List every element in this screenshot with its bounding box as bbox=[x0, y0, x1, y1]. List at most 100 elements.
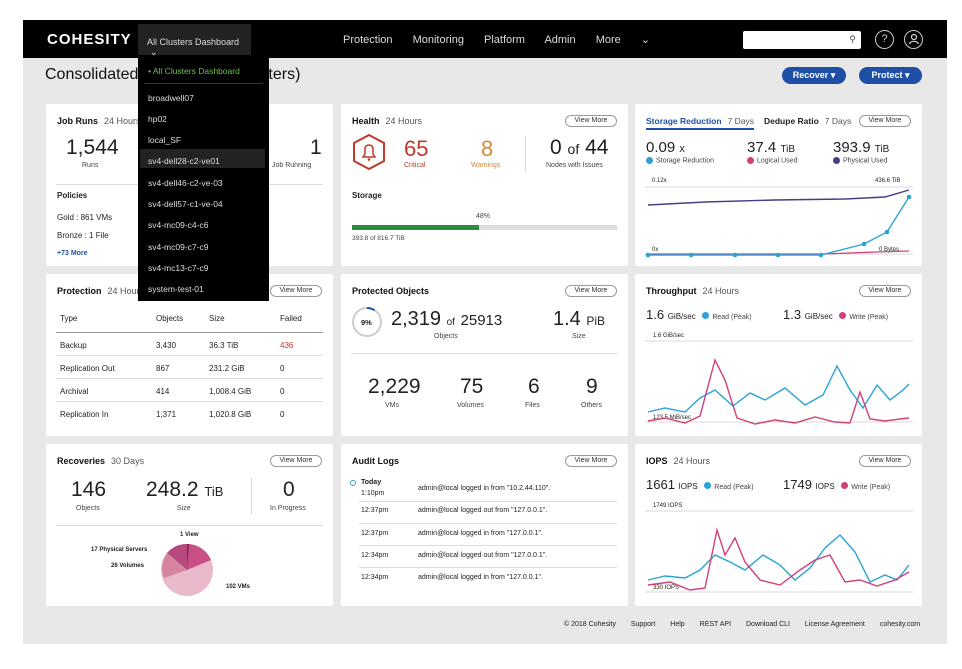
storage-view-more-button[interactable]: View More bbox=[859, 115, 911, 127]
dropdown-item-cluster[interactable]: sv4-dell28-c2-ve01 bbox=[148, 156, 220, 166]
active-tab-underline bbox=[646, 128, 754, 130]
nav-monitoring[interactable]: Monitoring bbox=[412, 34, 464, 46]
nav-platform[interactable]: Platform bbox=[484, 34, 525, 46]
tab-storage-reduction[interactable]: Storage Reduction 7 Days bbox=[646, 116, 755, 126]
nav-admin[interactable]: Admin bbox=[544, 34, 576, 46]
cluster-selector[interactable]: All Clusters Dashboard ⌄ bbox=[138, 24, 251, 57]
page-title-suffix: sters) bbox=[260, 66, 301, 83]
footer-help-link[interactable]: Help bbox=[670, 621, 685, 628]
footer-website-link[interactable]: cohesity.com bbox=[879, 621, 921, 628]
throughput-chart bbox=[645, 340, 913, 425]
iops-view-more-button[interactable]: View More bbox=[859, 455, 911, 467]
policies-more-link[interactable]: +73 More bbox=[57, 250, 88, 257]
vms-label: VMs bbox=[385, 402, 399, 409]
dropdown-item-cluster[interactable]: sv4-dell46-c2-ve-03 bbox=[148, 178, 223, 188]
user-avatar-icon[interactable] bbox=[904, 30, 923, 49]
audit-time: 12:37pm bbox=[361, 530, 389, 537]
dropdown-item-cluster[interactable]: system-test-01 bbox=[148, 284, 204, 294]
protection-header-failed: Failed bbox=[280, 314, 302, 323]
divider bbox=[56, 401, 323, 402]
footer-download-cli-link[interactable]: Download CLI bbox=[746, 621, 790, 628]
nav-protection[interactable]: Protection bbox=[343, 34, 393, 46]
divider bbox=[251, 478, 252, 514]
throughput-view-more-button[interactable]: View More bbox=[859, 285, 911, 297]
iops-top-label: 1749 IOPS bbox=[653, 503, 683, 509]
nodes-issues-count: 0 of 44 bbox=[550, 136, 609, 159]
protected-objects-count: 2,319 of 25913 bbox=[391, 308, 503, 330]
vms-count: 2,229 bbox=[368, 375, 421, 398]
protected-size-value: 1.4 PiB bbox=[553, 308, 606, 330]
job-running-count: 1 bbox=[310, 136, 322, 159]
protect-button[interactable]: Protect ▾ bbox=[859, 67, 922, 84]
protection-row-failed: 0 bbox=[280, 410, 285, 419]
physical-used-value: 393.9 TiB bbox=[833, 139, 890, 156]
audit-logs-card: Audit Logs View More Today 1:10pm admin@… bbox=[341, 444, 628, 606]
storage-progress-fill bbox=[352, 225, 480, 230]
recover-button[interactable]: Recover ▾ bbox=[782, 67, 846, 84]
nav-more-label: More bbox=[595, 34, 621, 46]
volumes-label: Volumes bbox=[457, 402, 484, 409]
dropdown-item-cluster[interactable]: sv4-mc13-c7-c9 bbox=[148, 263, 209, 273]
logical-used-value: 37.4 TiB bbox=[747, 139, 796, 156]
protection-row-type: Replication In bbox=[60, 410, 109, 419]
recover-label: Recover bbox=[792, 70, 829, 80]
dropdown-item-cluster[interactable]: sv4-dell57-c1-ve-04 bbox=[148, 199, 223, 209]
warnings-label: Warnings bbox=[471, 162, 501, 169]
tab-dedupe-ratio[interactable]: Dedupe Ratio 7 Days bbox=[764, 116, 852, 126]
protection-row-failed: 0 bbox=[280, 364, 285, 373]
runs-count: 1,544 bbox=[66, 136, 119, 159]
audit-time: 12:37pm bbox=[361, 507, 389, 514]
recoveries-title: Recoveries 30 Days bbox=[57, 456, 145, 466]
help-icon[interactable]: ? bbox=[875, 30, 894, 49]
cohesity-logo[interactable]: COHESITY bbox=[47, 31, 132, 48]
protection-view-more-button[interactable]: View More bbox=[270, 285, 322, 297]
audit-time: 1:10pm bbox=[361, 490, 385, 497]
dropdown-item-cluster[interactable]: sv4-mc09-c4-c6 bbox=[148, 220, 209, 230]
audit-message: admin@local logged in from "127.0.0.1". bbox=[418, 574, 543, 581]
chart-top-right-label: 436.6 TiB bbox=[875, 178, 901, 184]
protection-row-size: 1,020.8 GiB bbox=[209, 410, 252, 419]
page-title: Consolidated sters) bbox=[45, 66, 300, 84]
protected-objects-label: Objects bbox=[434, 333, 458, 340]
storage-reduction-value: 0.09 x bbox=[646, 139, 685, 156]
search-input[interactable]: ⚲ bbox=[743, 31, 861, 49]
audit-today-label: Today bbox=[361, 479, 382, 486]
divider bbox=[359, 567, 617, 568]
protection-row-failed: 436 bbox=[280, 341, 294, 350]
dropdown-item-all-clusters[interactable]: • All Clusters Dashboard bbox=[148, 66, 240, 76]
dropdown-item-cluster[interactable]: local_SF bbox=[148, 135, 182, 145]
dropdown-item-cluster[interactable]: broadwell07 bbox=[148, 93, 194, 103]
footer-rest-api-link[interactable]: REST API bbox=[699, 621, 732, 628]
dropdown-hover-highlight bbox=[140, 149, 265, 168]
chevron-down-icon: ⌄ bbox=[150, 47, 158, 57]
protected-objects-view-more-button[interactable]: View More bbox=[565, 285, 617, 297]
storage-reduction-card: Storage Reduction 7 Days Dedupe Ratio 7 Da… bbox=[635, 104, 922, 266]
protection-row-size: 1,008.4 GiB bbox=[209, 387, 252, 396]
dropdown-item-cluster[interactable]: sv4-mc09-c7-c9 bbox=[148, 242, 209, 252]
protection-row-objects: 867 bbox=[156, 364, 170, 373]
iops-read-value: 1661 IOPS Read (Peak) bbox=[646, 477, 754, 492]
timeline-dot-icon bbox=[350, 480, 356, 486]
footer: © 2018 Cohesity Support Help REST API Do… bbox=[564, 621, 920, 628]
divider bbox=[144, 83, 263, 84]
dropdown-item-cluster[interactable]: hp02 bbox=[148, 114, 167, 124]
protected-percent-ring bbox=[352, 307, 382, 337]
footer-support-link[interactable]: Support bbox=[630, 621, 656, 628]
footer-copyright: © 2018 Cohesity bbox=[564, 621, 616, 628]
protection-row-type: Archival bbox=[60, 387, 89, 396]
pie-label-view: 1 View bbox=[180, 532, 199, 538]
pie-label-volumes: 26 Volumes bbox=[111, 563, 144, 569]
protected-objects-title: Protected Objects bbox=[352, 286, 430, 296]
audit-message: admin@local logged out from "127.0.0.1". bbox=[418, 552, 548, 559]
protection-row-failed: 0 bbox=[280, 387, 285, 396]
recoveries-view-more-button[interactable]: View More bbox=[270, 455, 322, 467]
top-nav: COHESITY All Clusters Dashboard ⌄ Protec… bbox=[23, 20, 947, 58]
health-view-more-button[interactable]: View More bbox=[565, 115, 617, 127]
audit-message: admin@local logged in from "127.0.0.1". bbox=[418, 530, 543, 537]
audit-logs-view-more-button[interactable]: View More bbox=[565, 455, 617, 467]
footer-license-link[interactable]: License Agreement bbox=[804, 621, 865, 628]
nodes-issues-label: Nodes with Issues bbox=[546, 162, 603, 169]
nav-more[interactable]: More ⌄ bbox=[596, 34, 667, 46]
recoveries-objects-label: Objects bbox=[76, 505, 100, 512]
protection-card: Protection 24 Hours View More Type Object… bbox=[46, 274, 333, 436]
